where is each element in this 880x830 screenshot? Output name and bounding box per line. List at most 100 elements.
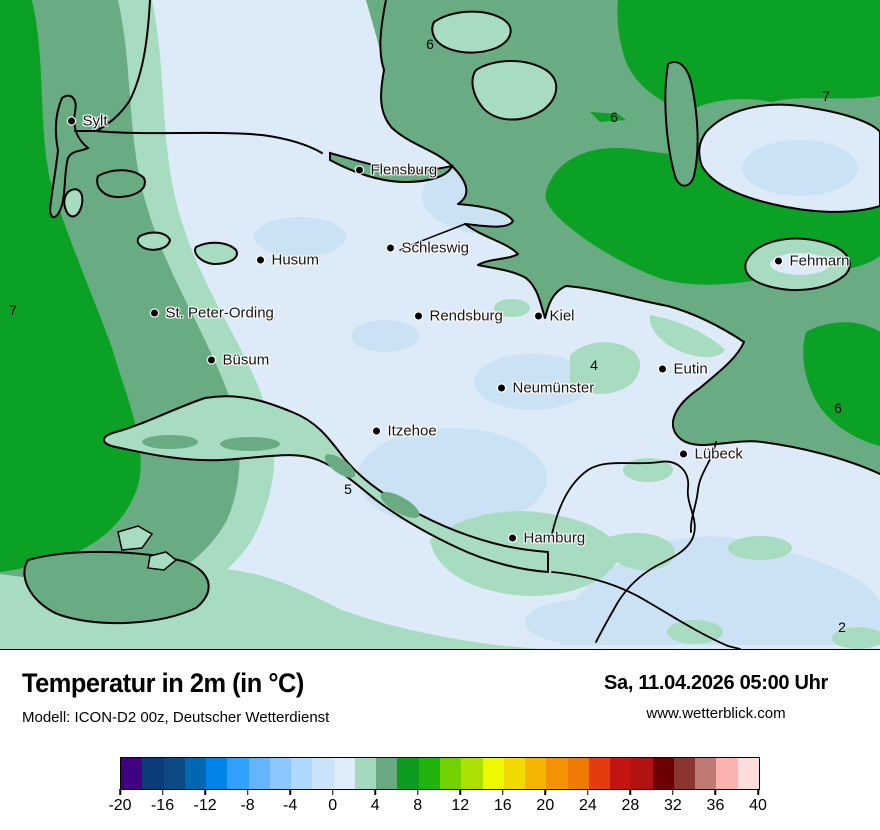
colorbar-tick: [629, 789, 632, 795]
colorbar-tick-label: 4: [370, 797, 380, 814]
city-marker-itzehoe: Itzehoe: [371, 422, 437, 440]
temperature-value-label: 6: [834, 400, 842, 416]
city-dot-icon: [206, 355, 216, 365]
city-dot-icon: [678, 449, 688, 459]
colorbar-cell: [269, 758, 292, 789]
colorbar-cell: [525, 758, 547, 789]
colorbar-cell: [121, 758, 143, 789]
colorbar-tick: [714, 789, 717, 795]
colorbar-axis: -20 -16 -12 -8 -4 0 4 8 12 16 20 24 28 32 36 40: [108, 789, 767, 829]
colorbar-tick-label: 16: [493, 797, 512, 814]
colorbar-cell: [248, 758, 270, 789]
colorbar-cell: [631, 758, 653, 789]
city-dot-icon: [507, 533, 517, 543]
colorbar-tick: [246, 789, 249, 795]
colorbar-tick-label: 28: [621, 797, 640, 814]
city-dot-icon: [255, 255, 265, 265]
city-dot-icon: [385, 243, 395, 253]
city-marker-flensburg: Flensburg: [354, 161, 438, 179]
city-dot-icon: [533, 311, 543, 321]
city-dot-icon: [657, 364, 667, 374]
colorbar-cell: [227, 758, 249, 789]
colorbar-tick-label: 36: [706, 797, 725, 814]
colorbar-tick: [416, 789, 419, 795]
city-label: Lübeck: [694, 445, 743, 463]
colorbar-tick-label: -12: [193, 797, 217, 814]
city-dot-icon: [371, 426, 381, 436]
city-marker-rendsburg: Rendsburg: [413, 308, 503, 325]
colorbar-cell: [142, 758, 164, 789]
forecast-datetime: Sa, 11.04.2026 05:00 Uhr: [603, 672, 829, 694]
colorbar-cell: [163, 758, 185, 789]
city-label: Fehmarn: [789, 252, 850, 270]
colorbar-cell: [418, 758, 440, 789]
colorbar-cell: [312, 758, 334, 789]
colorbar-tick: [119, 789, 121, 795]
city-label: Schleswig: [401, 239, 470, 257]
city-label: Itzehoe: [387, 422, 437, 440]
city-marker-neum-nster: Neumünster: [496, 379, 595, 397]
colorbar-cell: [206, 758, 228, 789]
colorbar-tick: [502, 789, 504, 795]
colorbar-cell: [397, 758, 419, 789]
temperature-value-label: 5: [344, 481, 352, 497]
colorbar-tick-label: -16: [150, 797, 175, 814]
colorbar-cell: [588, 758, 611, 789]
temperature-value-layer: 6 6 7 7 4 6 5 2: [9, 36, 846, 635]
temperature-value-label: 4: [590, 357, 598, 373]
city-marker-hamburg: Hamburg: [507, 529, 586, 547]
city-marker-b-sum: Büsum: [206, 351, 270, 369]
colorbar-cell: [567, 758, 589, 789]
city-label: Sylt: [82, 112, 108, 130]
colorbar-cell: [610, 758, 632, 789]
colorbar-tick-label: 0: [328, 797, 338, 814]
colorbar-cell: [461, 758, 483, 789]
colorbar-tick-label: -4: [283, 797, 298, 814]
colorbar-cell: [503, 758, 526, 789]
colorbar-tick: [459, 789, 462, 795]
city-marker-l-beck: Lübeck: [678, 445, 743, 463]
city-dot-icon: [149, 308, 159, 318]
colorbar-tick: [757, 789, 759, 795]
colorbar-tick-label: -20: [108, 797, 132, 814]
city-dot-icon: [354, 165, 364, 175]
colorbar-tick-label: 20: [536, 797, 555, 814]
temperature-colorbar: [120, 757, 760, 790]
page-title: Temperatur in 2m (in °C): [22, 668, 304, 698]
model-info: Modell: ICON-D2 00z, Deutscher Wetterdie…: [22, 709, 330, 726]
colorbar-tick: [544, 789, 547, 795]
colorbar-cell: [354, 758, 377, 789]
colorbar-tick: [374, 789, 376, 795]
city-dot-icon: [496, 383, 506, 393]
temperature-value-label: 7: [822, 88, 830, 104]
city-label: Husum: [271, 251, 320, 269]
colorbar-cell: [673, 758, 696, 789]
city-marker-sylt: Sylt: [66, 112, 108, 130]
colorbar-cell: [376, 758, 398, 789]
temperature-value-label: 7: [9, 302, 17, 318]
city-label: Neumünster: [512, 379, 595, 397]
colorbar-tick-label: -8: [240, 797, 255, 814]
city-label: Hamburg: [523, 529, 586, 547]
city-marker-eutin: Eutin: [657, 360, 708, 378]
colorbar-cell: [546, 758, 568, 789]
city-marker-kiel: Kiel: [533, 307, 575, 325]
colorbar-cell: [737, 758, 759, 789]
colorbar-tick: [289, 789, 291, 795]
temperature-value-label: 6: [426, 36, 434, 52]
colorbar-cell: [482, 758, 504, 789]
colorbar-tick-label: 40: [749, 797, 767, 814]
colorbar-cell: [695, 758, 717, 789]
city-label: Büsum: [222, 351, 270, 369]
temperature-value-label: 2: [838, 619, 846, 635]
city-marker-st-peter-ording: St. Peter-Ording: [149, 305, 274, 322]
city-label: Flensburg: [370, 161, 438, 179]
colorbar-cell: [184, 758, 207, 789]
city-label: Eutin: [673, 360, 708, 378]
city-dot-icon: [773, 256, 783, 266]
colorbar-cell: [291, 758, 313, 789]
city-label: Kiel: [549, 307, 575, 325]
city-marker-layer: Sylt Flensburg Schleswig Husum St. Peter-Ord…: [66, 112, 850, 547]
colorbar-tick: [672, 789, 674, 795]
